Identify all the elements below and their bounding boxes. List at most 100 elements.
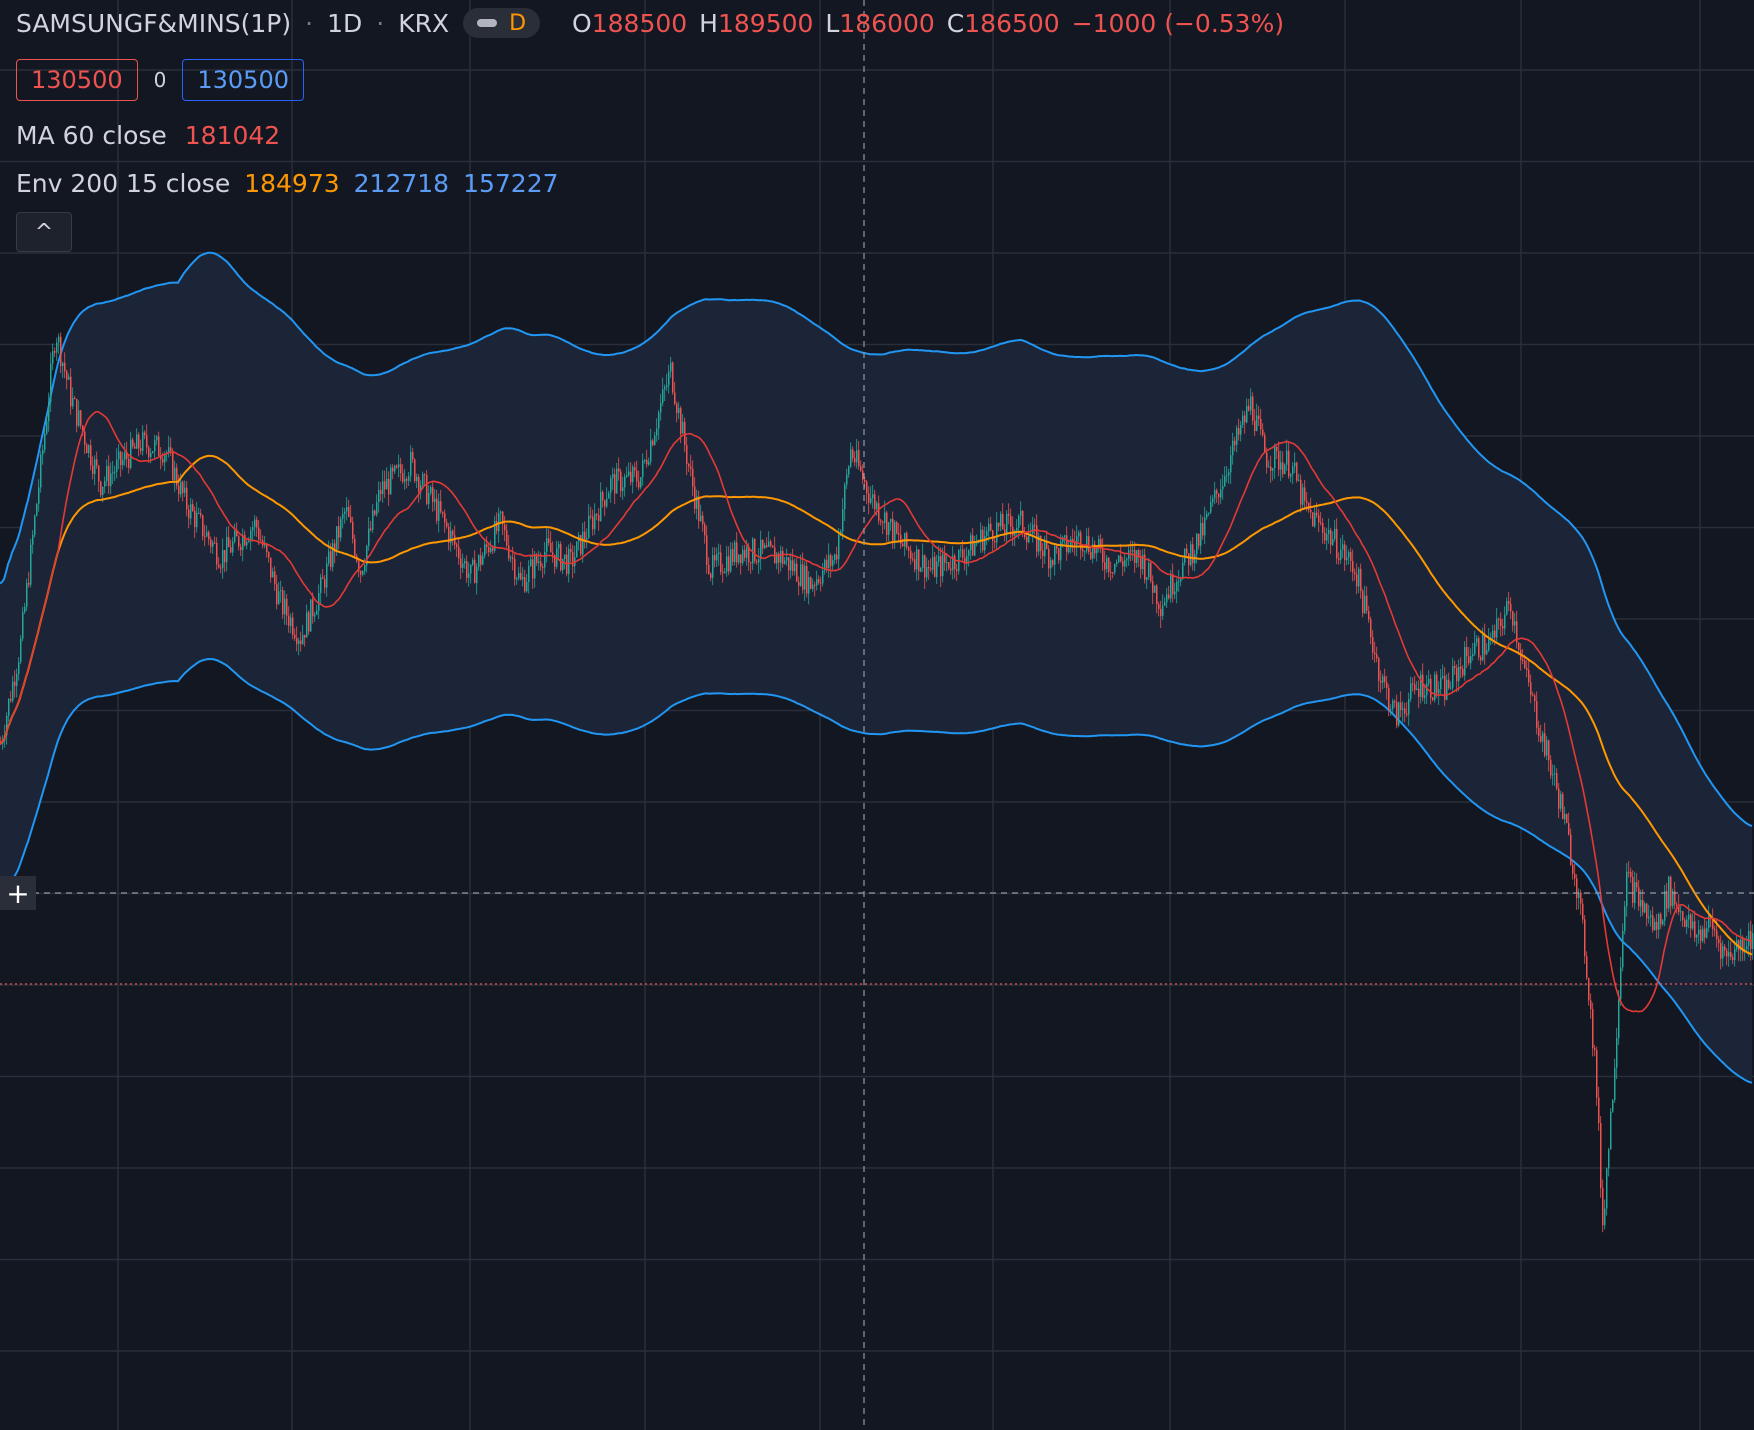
candle-body bbox=[1680, 911, 1682, 913]
candle-body bbox=[974, 543, 976, 556]
candle-body bbox=[1256, 415, 1258, 431]
candle-body bbox=[1574, 873, 1576, 879]
interval-label[interactable]: 1D bbox=[327, 8, 363, 38]
candle-body bbox=[200, 513, 202, 516]
candle-body bbox=[1242, 415, 1244, 426]
candle-body bbox=[496, 521, 498, 532]
candle-body bbox=[126, 452, 128, 459]
symbol-name[interactable]: SAMSUNGF&MINS(1P) bbox=[16, 8, 292, 38]
candle-body bbox=[1286, 450, 1288, 465]
candle-body bbox=[1458, 666, 1460, 682]
minus-icon bbox=[477, 19, 498, 27]
candle-body bbox=[78, 410, 80, 426]
candle-body bbox=[612, 474, 614, 479]
candle-body bbox=[1734, 949, 1736, 961]
candle-body bbox=[352, 522, 354, 539]
candle-body bbox=[536, 555, 538, 564]
candle-body bbox=[1414, 684, 1416, 690]
candle-body bbox=[1602, 1188, 1604, 1226]
candle-body bbox=[1124, 560, 1126, 567]
candle-body bbox=[1270, 466, 1272, 471]
candle-body bbox=[106, 466, 108, 482]
candle-body bbox=[362, 571, 364, 575]
candle-body bbox=[234, 530, 236, 542]
candle-body bbox=[186, 487, 188, 510]
candle-body bbox=[132, 439, 134, 447]
candle-body bbox=[1034, 524, 1036, 526]
candle-body bbox=[492, 547, 494, 551]
candle-body bbox=[800, 564, 802, 586]
candle-body bbox=[284, 598, 286, 615]
candle-body bbox=[1406, 713, 1408, 715]
candle-body bbox=[410, 452, 412, 476]
candle-body bbox=[718, 552, 720, 555]
candle-body bbox=[750, 562, 752, 564]
candle-body bbox=[1040, 536, 1042, 551]
sell-button[interactable]: 130500 bbox=[16, 59, 138, 101]
candle-body bbox=[1364, 595, 1366, 614]
candle-body bbox=[1544, 733, 1546, 756]
candle-body bbox=[162, 459, 164, 463]
candle-body bbox=[1088, 536, 1090, 552]
candle-body bbox=[1164, 602, 1166, 606]
candle-body bbox=[1650, 915, 1652, 917]
candle-body bbox=[1118, 555, 1120, 563]
candle-body bbox=[1748, 931, 1750, 946]
candle-body bbox=[1640, 900, 1642, 907]
crosshair-plus-button[interactable]: + bbox=[0, 876, 36, 910]
candle-body bbox=[452, 530, 454, 536]
env-legend[interactable]: Env 200 15 close 184973 212718 157227 bbox=[16, 169, 559, 198]
buy-button[interactable]: 130500 bbox=[182, 59, 304, 101]
candle-body bbox=[640, 477, 642, 488]
candle-body bbox=[976, 542, 978, 544]
candle-body bbox=[818, 579, 820, 583]
candle-body bbox=[1614, 1067, 1616, 1100]
candle-body bbox=[400, 464, 402, 473]
candle-body bbox=[1486, 650, 1488, 655]
candle-body bbox=[1590, 1000, 1592, 1010]
candle-body bbox=[88, 445, 90, 454]
candle-body bbox=[260, 539, 262, 541]
candle-body bbox=[1090, 552, 1092, 559]
candle-body bbox=[1026, 537, 1028, 543]
ma-legend[interactable]: MA 60 close 181042 bbox=[16, 121, 280, 150]
candle-body bbox=[1432, 697, 1434, 700]
candle-body bbox=[1384, 676, 1386, 683]
candle-body bbox=[1600, 1123, 1602, 1189]
candle-body bbox=[632, 467, 634, 483]
candle-body bbox=[678, 408, 680, 413]
candle-body bbox=[1112, 572, 1114, 574]
candle-body bbox=[1212, 498, 1214, 502]
candle-body bbox=[384, 481, 386, 490]
candle-body bbox=[1638, 887, 1640, 907]
candle-body bbox=[778, 553, 780, 563]
candle-body bbox=[1134, 550, 1136, 563]
candle-body bbox=[134, 446, 136, 449]
market-status-badge[interactable]: D bbox=[463, 8, 541, 38]
candle-body bbox=[312, 599, 314, 617]
candle-body bbox=[250, 530, 252, 541]
candle-body bbox=[374, 510, 376, 515]
candle-body bbox=[726, 556, 728, 572]
collapse-legend-button[interactable]: ^ bbox=[16, 212, 72, 252]
candle-body bbox=[458, 546, 460, 559]
candle-body bbox=[1176, 581, 1178, 592]
candle-body bbox=[892, 519, 894, 542]
candle-body bbox=[376, 502, 378, 515]
candle-body bbox=[1462, 668, 1464, 676]
candle-body bbox=[1426, 683, 1428, 696]
candle-body bbox=[282, 590, 284, 615]
candle-body bbox=[948, 562, 950, 569]
candle-body bbox=[242, 534, 244, 550]
candle-body bbox=[810, 577, 812, 589]
candle-body bbox=[1436, 674, 1438, 694]
candle-body bbox=[928, 567, 930, 569]
candle-body bbox=[298, 640, 300, 644]
candle-body bbox=[1076, 536, 1078, 545]
candle-body bbox=[1008, 513, 1010, 516]
candle-body bbox=[652, 440, 654, 445]
candle-body bbox=[1210, 501, 1212, 513]
candle-body bbox=[1168, 594, 1170, 599]
candle-body bbox=[224, 550, 226, 563]
